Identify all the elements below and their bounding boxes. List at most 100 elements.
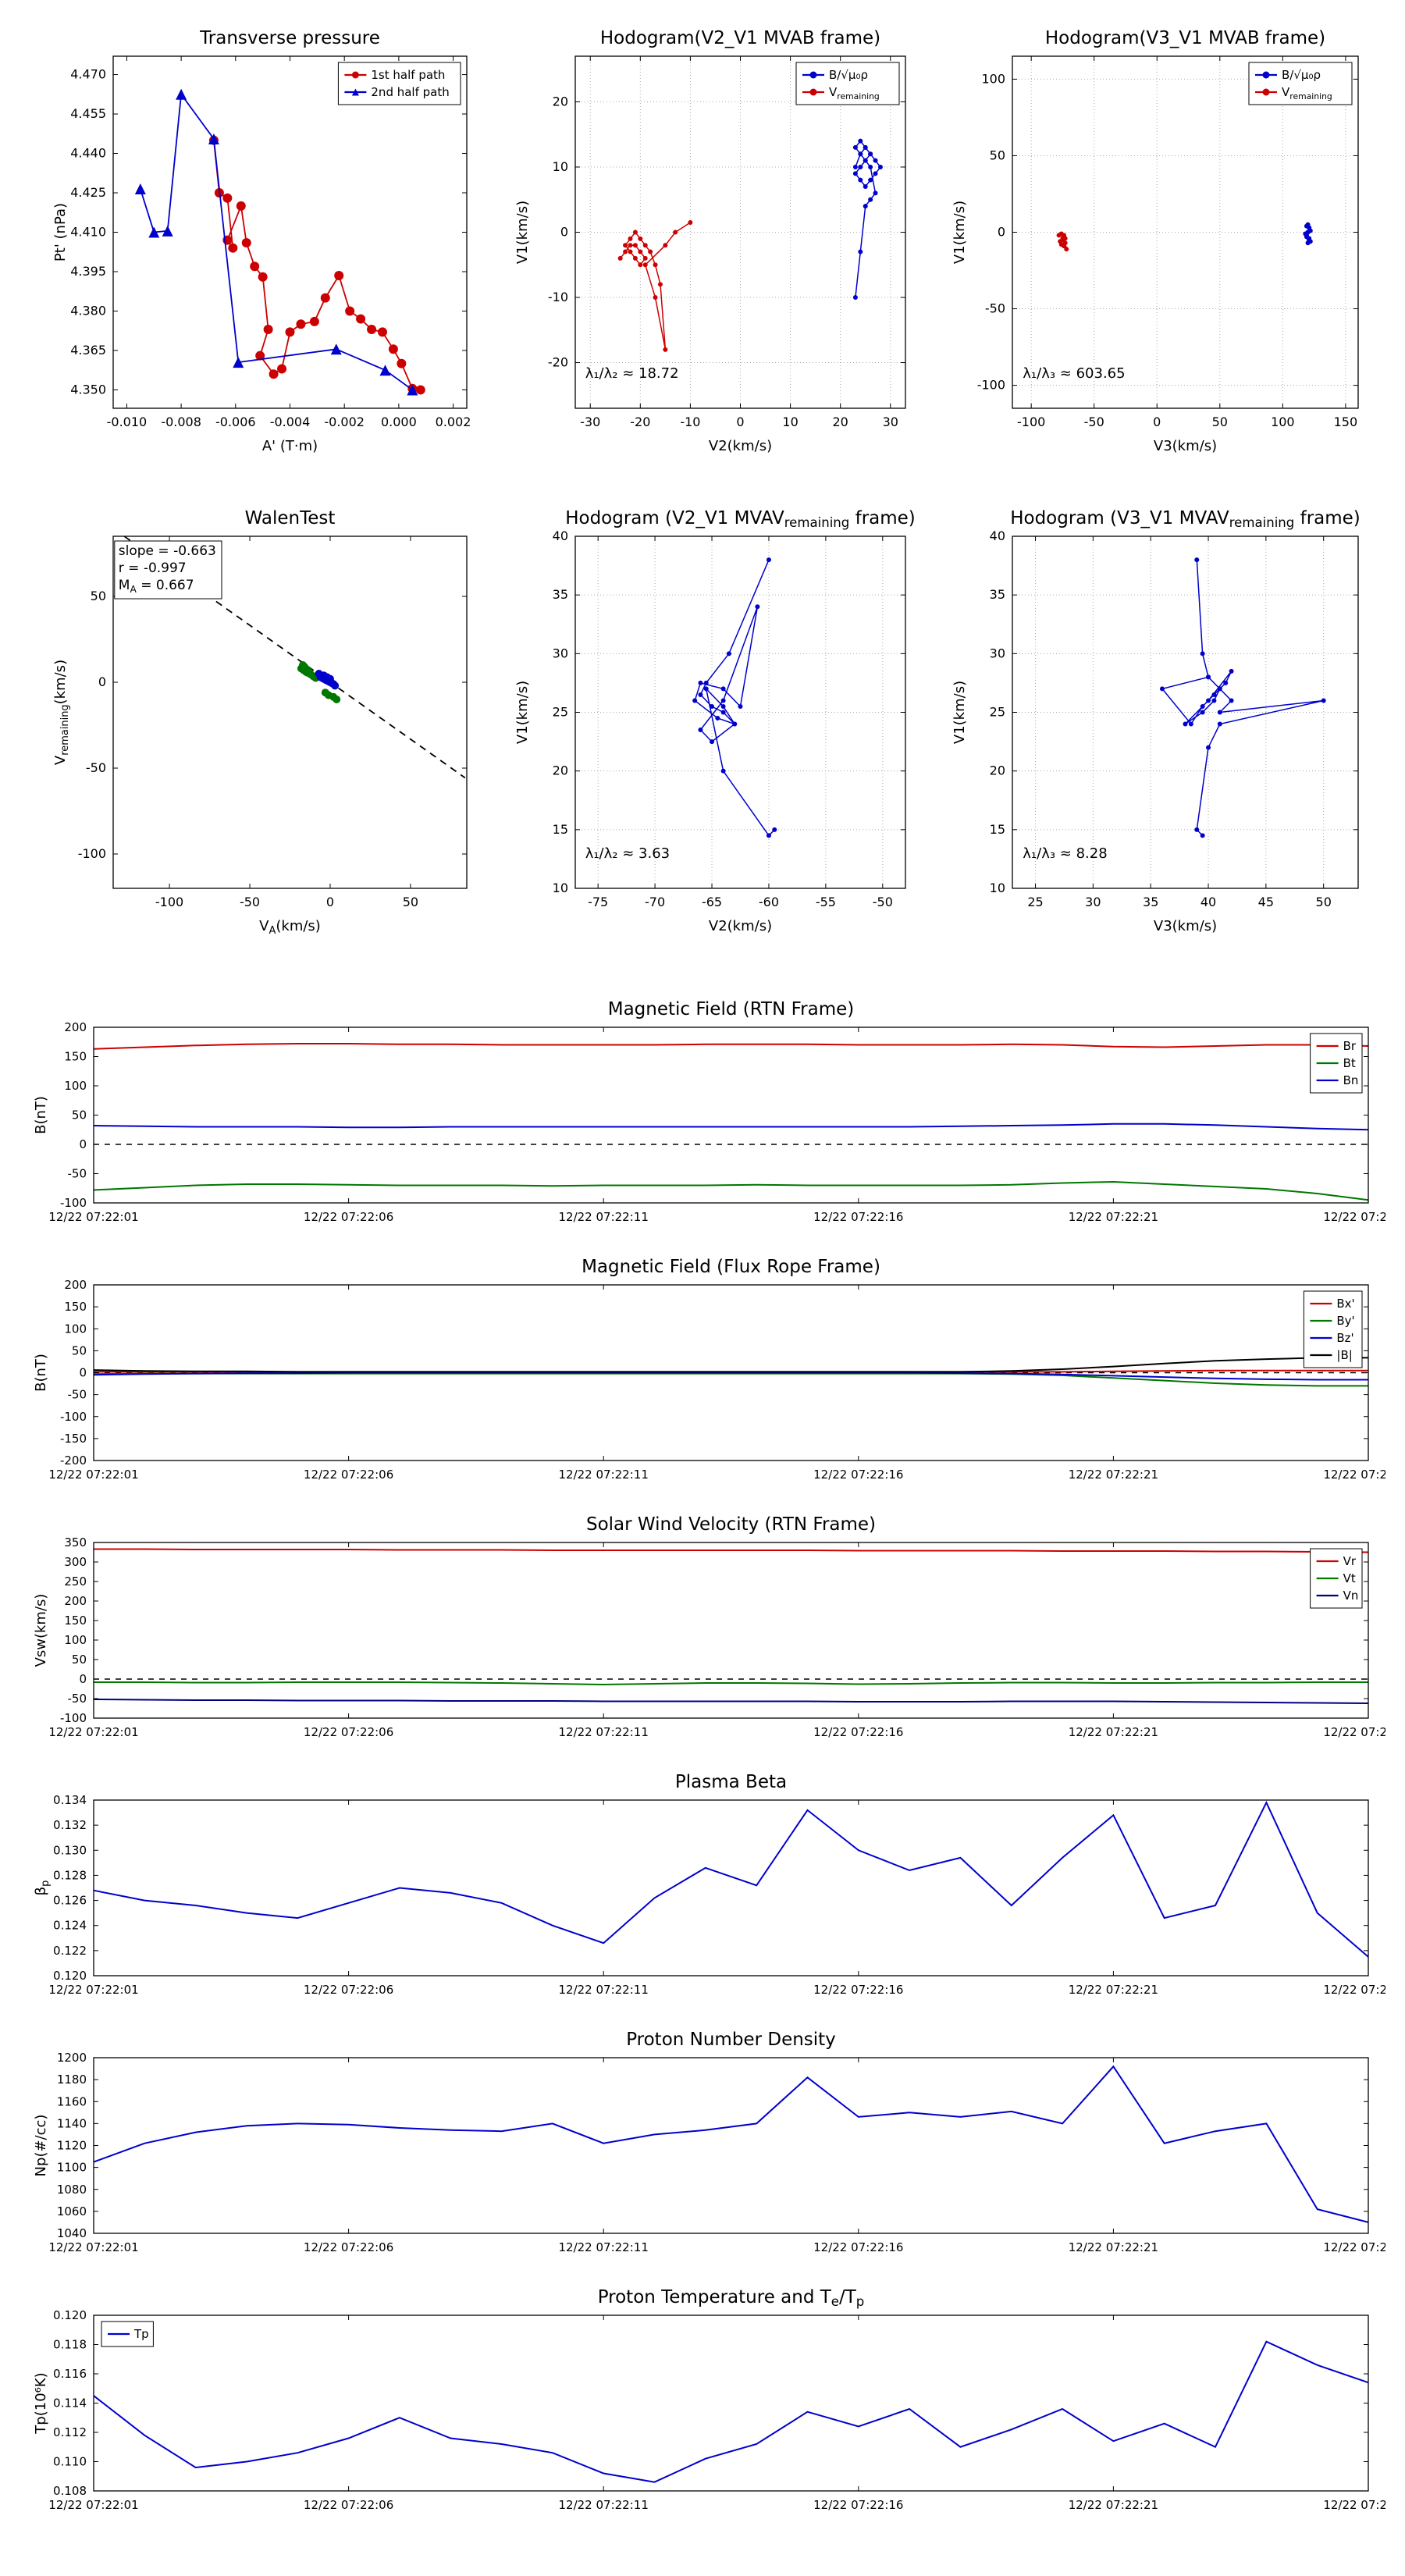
svg-text:12/22 07:22:16: 12/22 07:22:16 <box>813 1983 903 1997</box>
svg-text:300: 300 <box>64 1555 87 1569</box>
svg-text:4.380: 4.380 <box>70 303 106 318</box>
svg-text:-50: -50 <box>68 1388 87 1402</box>
chart-hodogram-v3v1-mvav: 25 30 35 40 45 50 10 15 20 25 30 35 40 Hodogram (V3_V… <box>948 496 1374 952</box>
svg-text:0.120: 0.120 <box>53 1969 87 1983</box>
chart-walen-test: -100 -50 0 50 -100 -50 0 50 WalenTest VA(km/s) Vre… <box>35 496 484 952</box>
chart-hodogram-v3v1-mvab: -100 -50 0 50 100 150 -100 -50 0 50 100 Hodogram(V3… <box>948 16 1374 472</box>
svg-text:By': By' <box>1336 1314 1354 1328</box>
chart-hodogram-v2v1-mvab: -30 -20 -10 0 10 20 30 -20 -10 0 10 20 Hodogram(V2_V… <box>511 16 921 472</box>
panel-magnetic-field-flux-rope: 12/22 07:22:01 12/22 07:22:06 12/22 07:22:… <box>23 1249 1385 1503</box>
svg-text:-100: -100 <box>1017 415 1045 429</box>
svg-text:Br: Br <box>1343 1039 1357 1053</box>
svg-text:-50: -50 <box>1084 415 1104 429</box>
svg-text:slope = -0.663: slope = -0.663 <box>119 543 216 559</box>
svg-text:12/22 07:22:21: 12/22 07:22:21 <box>1069 1468 1158 1482</box>
svg-text:25: 25 <box>553 705 568 720</box>
svg-text:0.110: 0.110 <box>53 2455 87 2469</box>
svg-text:1140: 1140 <box>57 2116 87 2130</box>
panel-solar-wind-velocity: 12/22 07:22:01 12/22 07:22:06 12/22 07:22:… <box>23 1507 1385 1760</box>
svg-text:20: 20 <box>553 763 568 778</box>
svg-text:V1(km/s): V1(km/s) <box>514 681 531 744</box>
svg-text:12/22 07:22:06: 12/22 07:22:06 <box>304 1725 393 1739</box>
svg-text:Magnetic Field (Flux Rope Fram: Magnetic Field (Flux Rope Frame) <box>582 1257 880 1277</box>
svg-text:-10: -10 <box>680 415 700 429</box>
svg-text:12/22 07:22:21: 12/22 07:22:21 <box>1069 1210 1158 1224</box>
svg-text:50: 50 <box>990 148 1005 162</box>
svg-text:-100: -100 <box>60 1196 87 1210</box>
svg-text:0.126: 0.126 <box>53 1894 87 1908</box>
svg-text:0: 0 <box>98 674 106 689</box>
svg-text:Vremaining(km/s): Vremaining(km/s) <box>52 660 71 765</box>
svg-text:12/22 07:22:01: 12/22 07:22:01 <box>48 1468 138 1482</box>
svg-text:B(nT): B(nT) <box>33 1096 49 1134</box>
svg-text:15: 15 <box>990 822 1005 837</box>
svg-text:-70: -70 <box>645 895 665 909</box>
svg-text:25: 25 <box>1027 895 1043 909</box>
svg-text:200: 200 <box>64 1594 87 1608</box>
svg-text:12/22 07:22:21: 12/22 07:22:21 <box>1069 1725 1158 1739</box>
svg-text:1080: 1080 <box>57 2183 87 2197</box>
svg-text:0: 0 <box>736 415 744 429</box>
svg-text:0.132: 0.132 <box>53 1818 87 1832</box>
svg-text:B/√μ₀ρ: B/√μ₀ρ <box>829 68 868 82</box>
panel-proton-number-density: 12/22 07:22:01 12/22 07:22:06 12/22 07:22:… <box>23 2022 1385 2275</box>
svg-text:Hodogram(V2_V1 MVAB frame): Hodogram(V2_V1 MVAB frame) <box>600 28 880 48</box>
svg-text:50: 50 <box>1212 415 1228 429</box>
svg-text:-75: -75 <box>588 895 608 909</box>
svg-text:λ₁/λ₂ ≈ 18.72: λ₁/λ₂ ≈ 18.72 <box>585 365 679 382</box>
svg-text:Hodogram(V3_V1 MVAB frame): Hodogram(V3_V1 MVAB frame) <box>1045 28 1325 48</box>
svg-text:10: 10 <box>553 881 568 895</box>
svg-text:350: 350 <box>64 1535 87 1550</box>
svg-text:100: 100 <box>64 1079 87 1093</box>
svg-text:100: 100 <box>981 71 1005 86</box>
svg-text:-0.006: -0.006 <box>215 415 256 429</box>
svg-text:Pt' (nPa): Pt' (nPa) <box>52 203 69 262</box>
svg-text:12/22 07:22:26: 12/22 07:22:26 <box>1323 2240 1385 2254</box>
svg-text:12/22 07:22:01: 12/22 07:22:01 <box>48 1725 138 1739</box>
svg-text:MA = 0.667: MA = 0.667 <box>119 578 194 595</box>
svg-text:50: 50 <box>72 1108 87 1123</box>
svg-text:-0.008: -0.008 <box>161 415 201 429</box>
svg-text:V3(km/s): V3(km/s) <box>1154 918 1217 934</box>
svg-text:12/22 07:22:21: 12/22 07:22:21 <box>1069 2240 1158 2254</box>
svg-text:|B|: |B| <box>1336 1348 1352 1362</box>
svg-text:Vremaining: Vremaining <box>1282 85 1332 101</box>
svg-text:-60: -60 <box>759 895 779 909</box>
svg-text:-50: -50 <box>873 895 893 909</box>
svg-text:20: 20 <box>553 94 568 109</box>
svg-text:Hodogram (V2_V1 MVAVremaining: Hodogram (V2_V1 MVAVremaining frame) <box>565 508 916 530</box>
svg-text:50: 50 <box>72 1343 87 1357</box>
svg-text:12/22 07:22:11: 12/22 07:22:11 <box>559 2240 649 2254</box>
svg-text:30: 30 <box>1085 895 1101 909</box>
svg-text:1120: 1120 <box>57 2139 87 2153</box>
svg-text:35: 35 <box>553 587 568 602</box>
svg-text:-50: -50 <box>68 1692 87 1706</box>
svg-text:50: 50 <box>72 1653 87 1667</box>
svg-text:12/22 07:22:01: 12/22 07:22:01 <box>48 2498 138 2512</box>
svg-text:1st half path: 1st half path <box>371 68 445 82</box>
svg-text:0.124: 0.124 <box>53 1919 87 1933</box>
svg-text:Proton Temperature and Te/Tp: Proton Temperature and Te/Tp <box>598 2287 865 2309</box>
svg-text:V1(km/s): V1(km/s) <box>951 201 968 264</box>
svg-text:Vsw(km/s): Vsw(km/s) <box>33 1594 49 1667</box>
svg-text:-10: -10 <box>548 290 568 304</box>
svg-text:10: 10 <box>553 159 568 174</box>
svg-text:50: 50 <box>1316 895 1332 909</box>
svg-text:10: 10 <box>782 415 798 429</box>
svg-text:100: 100 <box>64 1633 87 1647</box>
svg-text:λ₁/λ₃ ≈ 8.28: λ₁/λ₃ ≈ 8.28 <box>1023 845 1107 862</box>
svg-text:12/22 07:22:06: 12/22 07:22:06 <box>304 1468 393 1482</box>
svg-text:12/22 07:22:11: 12/22 07:22:11 <box>559 1725 649 1739</box>
svg-text:50: 50 <box>403 895 418 909</box>
svg-text:-55: -55 <box>816 895 836 909</box>
svg-text:100: 100 <box>1271 415 1295 429</box>
svg-text:B/√μ₀ρ: B/√μ₀ρ <box>1282 68 1321 82</box>
svg-text:0: 0 <box>1153 415 1161 429</box>
svg-text:12/22 07:22:26: 12/22 07:22:26 <box>1323 1983 1385 1997</box>
svg-text:12/22 07:22:06: 12/22 07:22:06 <box>304 2498 393 2512</box>
panel-proton-temperature: 12/22 07:22:01 12/22 07:22:06 12/22 07:22:… <box>23 2279 1385 2533</box>
panel-magnetic-field-rtn: 12/22 07:22:01 12/22 07:22:06 12/22 07:22:… <box>23 991 1385 1245</box>
svg-text:12/22 07:22:26: 12/22 07:22:26 <box>1323 1468 1385 1482</box>
svg-text:Bn: Bn <box>1343 1073 1359 1087</box>
